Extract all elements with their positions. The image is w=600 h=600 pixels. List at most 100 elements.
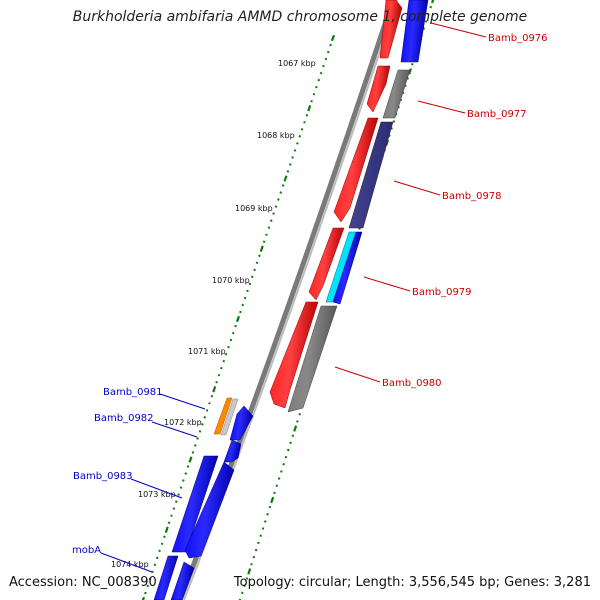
major-tick bbox=[408, 68, 412, 75]
major-tick bbox=[212, 386, 217, 393]
gene-bamb-0977-arrow[interactable] bbox=[366, 65, 391, 113]
major-tick bbox=[164, 526, 169, 533]
minor-tick bbox=[269, 219, 273, 222]
gene-label-bamb-0981[interactable]: Bamb_0981 bbox=[103, 387, 163, 398]
minor-tick bbox=[268, 505, 272, 509]
major-tick bbox=[283, 175, 288, 182]
minor-tick bbox=[284, 455, 288, 459]
topology-text: Topology: circular; Length: 3,556,545 bp… bbox=[233, 575, 591, 590]
gene-bamb-0976-arrow[interactable] bbox=[379, 0, 403, 59]
gene-bamb-0981-orange[interactable] bbox=[213, 397, 233, 435]
gene-label-bamb-0977[interactable]: Bamb_0977 bbox=[467, 109, 527, 120]
minor-tick bbox=[279, 191, 283, 194]
minor-tick bbox=[424, 20, 428, 23]
gene-bamb-0981-arrow[interactable] bbox=[229, 405, 254, 441]
minor-tick bbox=[217, 373, 221, 377]
gene-bamb-0980-arrow[interactable] bbox=[269, 301, 319, 409]
minor-tick bbox=[310, 99, 313, 103]
gene-label-bamb-0978[interactable]: Bamb_0978 bbox=[442, 191, 502, 202]
gene-label-bamb-0982[interactable]: Bamb_0982 bbox=[94, 413, 154, 424]
gene-bamb-0979-arrow[interactable] bbox=[308, 227, 345, 301]
minor-tick bbox=[151, 570, 154, 574]
gene-bamb-0977-gray[interactable] bbox=[382, 69, 411, 119]
gene-bamb-0980-gray[interactable] bbox=[287, 305, 338, 413]
gene-bamb-0979-blue[interactable] bbox=[332, 231, 363, 305]
minor-tick bbox=[160, 542, 164, 546]
minor-tick bbox=[266, 512, 269, 516]
minor-tick bbox=[253, 268, 256, 272]
minor-tick bbox=[261, 527, 265, 530]
minor-tick bbox=[258, 254, 261, 258]
gene-bamb-0978-arrow[interactable] bbox=[333, 117, 379, 223]
minor-tick bbox=[148, 577, 152, 581]
gene-label-moba[interactable]: mobA bbox=[72, 545, 101, 556]
major-tick bbox=[259, 245, 264, 252]
major-tick bbox=[330, 34, 336, 42]
minor-tick bbox=[274, 205, 278, 208]
minor-tick bbox=[277, 198, 280, 201]
accession-text: Accession: NC_008390 bbox=[9, 575, 157, 590]
major-tick bbox=[307, 105, 312, 112]
minor-tick bbox=[158, 549, 161, 553]
minor-tick bbox=[239, 310, 242, 314]
leader-line bbox=[100, 552, 153, 573]
minor-tick bbox=[259, 534, 262, 538]
minor-tick bbox=[282, 462, 285, 466]
gene-label-bamb-0976[interactable]: Bamb_0976 bbox=[488, 33, 548, 44]
minor-tick bbox=[303, 121, 306, 124]
leader-lines bbox=[100, 22, 487, 573]
gene-label-bamb-0979[interactable]: Bamb_0979 bbox=[412, 287, 472, 298]
minor-tick bbox=[241, 591, 244, 595]
minor-tick bbox=[322, 64, 325, 68]
gene-moba-rev-arrow[interactable] bbox=[170, 561, 195, 600]
minor-tick bbox=[319, 71, 323, 75]
gene-bamb-0983-rev-arrow[interactable] bbox=[184, 461, 235, 559]
tick-label: 1067 kbp bbox=[278, 59, 316, 68]
minor-tick bbox=[174, 500, 178, 503]
map-title: Burkholderia ambifaria AMMD chromosome 1… bbox=[72, 9, 528, 25]
major-tick bbox=[188, 456, 193, 463]
minor-tick bbox=[198, 430, 202, 433]
gene-bamb-0981-gray[interactable] bbox=[220, 398, 239, 436]
minor-tick bbox=[186, 465, 190, 468]
minor-tick bbox=[177, 493, 180, 496]
minor-tick bbox=[422, 27, 426, 30]
gene-moba-arrow[interactable] bbox=[153, 555, 179, 600]
minor-tick bbox=[406, 77, 409, 80]
minor-tick bbox=[291, 434, 295, 438]
minor-tick bbox=[252, 555, 256, 559]
tick-label: 1068 kbp bbox=[257, 131, 295, 140]
minor-tick bbox=[231, 331, 235, 335]
minor-tick bbox=[280, 470, 283, 473]
minor-tick bbox=[163, 535, 166, 539]
minor-tick bbox=[170, 514, 173, 517]
minor-tick bbox=[298, 135, 302, 138]
gene-bamb-0976-rev-arrow[interactable] bbox=[400, 0, 429, 63]
major-tick bbox=[293, 425, 298, 432]
gene-label-bamb-0983[interactable]: Bamb_0983 bbox=[73, 471, 133, 482]
gene-labels: Bamb_0976 Bamb_0977 Bamb_0978 Bamb_0979 … bbox=[72, 33, 548, 556]
minor-tick bbox=[277, 477, 281, 480]
gene-bamb-0982-arrow[interactable] bbox=[223, 439, 242, 463]
minor-tick bbox=[255, 261, 259, 265]
major-tick bbox=[431, 0, 435, 4]
minor-tick bbox=[203, 416, 207, 419]
tick-label: 1074 kbp bbox=[111, 560, 149, 569]
tick-label: 1069 kbp bbox=[235, 204, 273, 213]
minor-tick bbox=[286, 170, 290, 173]
minor-tick bbox=[298, 412, 301, 416]
minor-tick bbox=[291, 156, 294, 159]
gene-label-bamb-0980[interactable]: Bamb_0980 bbox=[382, 378, 442, 389]
major-tick bbox=[235, 315, 241, 323]
gene-bamb-0978-purple[interactable] bbox=[348, 121, 394, 229]
minor-tick bbox=[250, 562, 253, 566]
minor-tick bbox=[184, 472, 188, 475]
minor-tick bbox=[411, 62, 414, 66]
minor-tick bbox=[288, 163, 292, 166]
minor-tick bbox=[272, 212, 275, 215]
minor-tick bbox=[196, 437, 199, 440]
leader-line bbox=[151, 421, 198, 438]
minor-tick bbox=[153, 563, 157, 567]
minor-tick bbox=[326, 50, 330, 54]
